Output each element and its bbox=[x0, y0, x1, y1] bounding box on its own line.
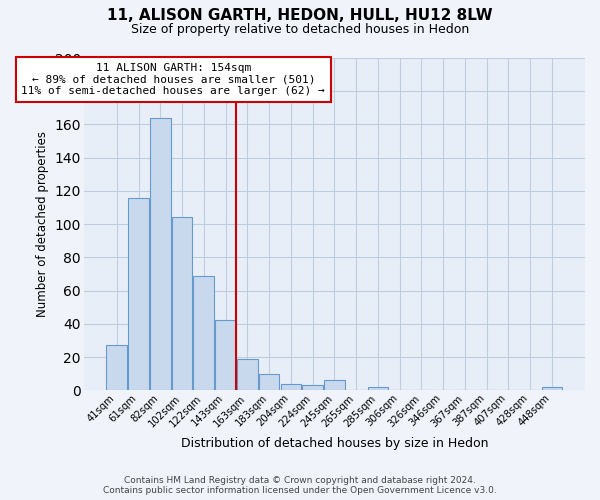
Text: 11, ALISON GARTH, HEDON, HULL, HU12 8LW: 11, ALISON GARTH, HEDON, HULL, HU12 8LW bbox=[107, 8, 493, 22]
Bar bbox=[106, 346, 127, 391]
Bar bbox=[281, 384, 301, 390]
Bar bbox=[324, 380, 344, 390]
Bar bbox=[259, 374, 280, 390]
Text: Contains HM Land Registry data © Crown copyright and database right 2024.
Contai: Contains HM Land Registry data © Crown c… bbox=[103, 476, 497, 495]
Bar bbox=[128, 198, 149, 390]
Bar bbox=[368, 387, 388, 390]
Bar bbox=[193, 276, 214, 390]
Text: Size of property relative to detached houses in Hedon: Size of property relative to detached ho… bbox=[131, 22, 469, 36]
Bar bbox=[237, 358, 257, 390]
Bar bbox=[150, 118, 170, 390]
Y-axis label: Number of detached properties: Number of detached properties bbox=[36, 131, 49, 317]
Text: 11 ALISON GARTH: 154sqm
← 89% of detached houses are smaller (501)
11% of semi-d: 11 ALISON GARTH: 154sqm ← 89% of detache… bbox=[22, 63, 325, 96]
Bar bbox=[302, 386, 323, 390]
Bar bbox=[172, 218, 193, 390]
Bar bbox=[215, 320, 236, 390]
X-axis label: Distribution of detached houses by size in Hedon: Distribution of detached houses by size … bbox=[181, 437, 488, 450]
Bar bbox=[542, 387, 562, 390]
